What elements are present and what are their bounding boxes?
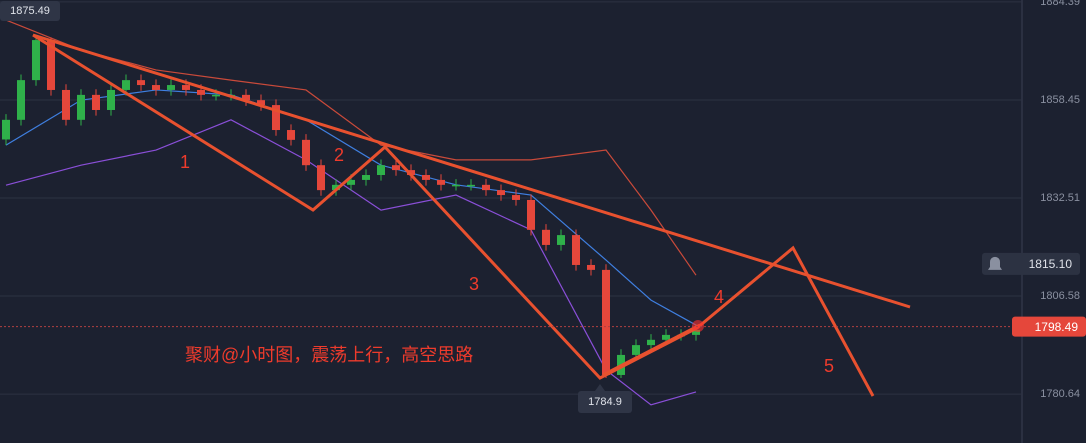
candle-body: [287, 130, 295, 140]
candle-body: [92, 94, 100, 110]
high-box: [0, 1, 60, 21]
annotation: 5: [824, 356, 834, 376]
candle-body: [242, 94, 250, 101]
candle-body: [122, 80, 130, 90]
trend-lines: [32, 33, 911, 397]
candle-body: [437, 179, 445, 185]
candle-body: [332, 184, 340, 191]
support-line: [602, 323, 701, 377]
low-label: 1784.9: [588, 396, 622, 408]
annotation: 4: [714, 287, 724, 307]
resistance-line: [32, 33, 911, 309]
candle-body: [152, 85, 160, 90]
annotation: 3: [469, 274, 479, 294]
candle-body: [542, 229, 550, 245]
candle-body: [422, 175, 430, 180]
candle-body: [407, 170, 415, 176]
candle-body: [302, 139, 310, 166]
candle-body: [77, 94, 85, 120]
candle-body: [497, 190, 505, 196]
last-price-label: 1798.49: [1035, 320, 1079, 334]
alert-box: [982, 252, 1080, 275]
annotation: 1: [180, 152, 190, 172]
candle-body: [2, 119, 10, 140]
y-tick-label: 1832.51: [1040, 192, 1080, 204]
y-tick-label: 1884.39: [1040, 0, 1080, 8]
candle-body: [62, 89, 70, 120]
grid: [0, 0, 1023, 443]
note: 聚财@小时图，震荡上行，高空思路: [185, 345, 473, 365]
y-tick-label: 1780.64: [1040, 388, 1080, 400]
candle-body: [572, 235, 580, 265]
alert-label: 1815.10: [1029, 257, 1073, 271]
candle-body: [317, 165, 325, 191]
candle-body: [272, 105, 280, 131]
candle-body: [662, 334, 670, 340]
candle-body: [527, 199, 535, 230]
candle-body: [377, 165, 385, 176]
candle-body: [452, 184, 460, 187]
candle-body: [107, 89, 115, 110]
candle-body: [467, 184, 475, 187]
marker: [692, 320, 704, 332]
candle-body: [692, 329, 700, 335]
low-pointer: [595, 383, 605, 391]
band-line: [5, 119, 697, 406]
candle-body: [17, 80, 25, 120]
high-label: 1875.49: [10, 5, 50, 17]
candle-body: [392, 165, 400, 171]
candle-body: [182, 85, 190, 90]
candle-body: [167, 85, 175, 90]
candle-body: [32, 40, 40, 81]
candle-body: [512, 195, 520, 200]
y-tick-label: 1858.45: [1040, 94, 1080, 106]
last-price-box: [1012, 316, 1086, 337]
band-line: [5, 19, 697, 276]
low-box: [578, 390, 632, 413]
candle-body: [137, 80, 145, 86]
candle-body: [602, 269, 610, 375]
candle-body: [587, 264, 595, 270]
candle-body: [197, 89, 205, 95]
bell-icon: [988, 256, 1002, 270]
wave-lines: [32, 33, 875, 397]
candle-body: [482, 184, 490, 191]
candle-body: [632, 345, 640, 355]
candle-body: [362, 175, 370, 180]
price-labels: 1798.49 1815.10 1875.49 1784.9: [0, 1, 1086, 413]
annotation: 2: [334, 145, 344, 165]
y-tick-label: 1806.58: [1040, 290, 1080, 302]
candle-body: [212, 94, 220, 97]
candle-body: [347, 179, 355, 185]
candle-body: [257, 100, 265, 106]
candle-body: [647, 339, 655, 346]
candle-body: [47, 40, 55, 90]
candle-body: [557, 235, 565, 245]
